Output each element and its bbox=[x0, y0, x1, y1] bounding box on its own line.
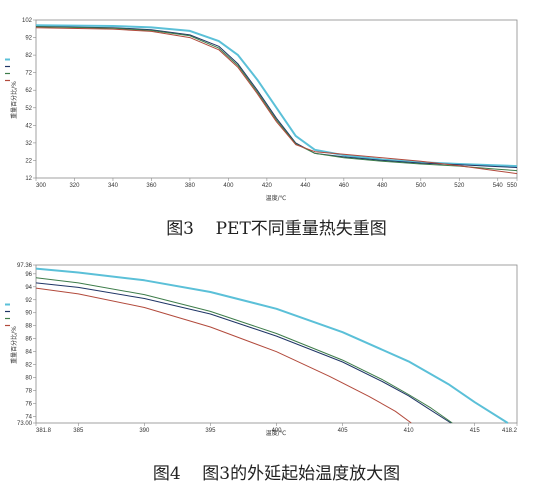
x-tick-label: 395 bbox=[205, 428, 216, 434]
y-tick-label: 62 bbox=[25, 88, 32, 94]
series-line-1 bbox=[35, 24, 518, 168]
x-tick-label: 418.2 bbox=[502, 428, 518, 434]
y-tick-label: 82 bbox=[25, 363, 32, 369]
y-tick-label: 80 bbox=[25, 376, 32, 382]
series-line-3 bbox=[35, 277, 453, 424]
y-tick-label: 22 bbox=[25, 158, 32, 164]
x-tick-label: 300 bbox=[36, 183, 47, 189]
x-axis-title: 温度/℃ bbox=[266, 429, 287, 437]
x-tick-label: 415 bbox=[470, 428, 481, 434]
y-tick-label: 88 bbox=[25, 324, 32, 330]
series-line-1 bbox=[35, 267, 509, 424]
y-tick-label: 73.00 bbox=[17, 421, 33, 427]
y-tick-label: 72 bbox=[25, 71, 32, 77]
x-tick-label: 500 bbox=[416, 183, 427, 189]
y-tick-label: 32 bbox=[25, 141, 32, 147]
x-tick-label: 405 bbox=[338, 428, 349, 434]
x-tick-label: 420 bbox=[262, 183, 273, 189]
series-line-3 bbox=[35, 26, 518, 172]
y-axis-title: 重量百分比/% bbox=[10, 326, 18, 364]
x-tick-label: 520 bbox=[454, 183, 465, 189]
y-tick-label: 92 bbox=[25, 298, 32, 304]
y-tick-label: 84 bbox=[25, 350, 32, 356]
y-tick-label: 97.36 bbox=[17, 263, 33, 269]
figure-caption-3: 图3 PET不同重量热失重图 bbox=[166, 219, 387, 239]
y-tick-label: 82 bbox=[25, 53, 32, 59]
y-tick-label: 96 bbox=[25, 272, 32, 278]
y-tick-label: 42 bbox=[25, 123, 32, 129]
x-tick-label: 390 bbox=[139, 428, 150, 434]
y-tick-label: 52 bbox=[25, 106, 32, 112]
x-tick-label: 540 bbox=[493, 183, 504, 189]
y-tick-label: 92 bbox=[25, 36, 32, 42]
series-line-2 bbox=[35, 26, 518, 168]
tga-chart: 102 92 82 72 62 52 42 32 22 12 300 320 340 360 380 400… bbox=[5, 18, 518, 202]
x-tick-label: 550 bbox=[507, 183, 518, 189]
x-tick-label: 381.8 bbox=[36, 428, 52, 434]
x-tick-label: 400 bbox=[223, 183, 234, 189]
x-tick-label: 410 bbox=[404, 428, 415, 434]
x-tick-label: 340 bbox=[108, 183, 119, 189]
y-tick-label: 74 bbox=[25, 415, 32, 421]
y-tick-label: 76 bbox=[25, 402, 32, 408]
series-line-4 bbox=[35, 27, 518, 175]
x-tick-label: 460 bbox=[339, 183, 350, 189]
x-tick-label: 380 bbox=[185, 183, 196, 189]
y-tick-label: 94 bbox=[25, 285, 32, 291]
figure-caption-4: 图4 图3的外延起始温度放大图 bbox=[152, 464, 401, 484]
y-axis-title: 重量百分比/% bbox=[10, 81, 18, 119]
plot-frame bbox=[35, 19, 518, 179]
x-tick-label: 385 bbox=[73, 428, 84, 434]
y-tick-label: 102 bbox=[22, 18, 33, 24]
x-tick-label: 480 bbox=[377, 183, 388, 189]
y-tick-label: 78 bbox=[25, 389, 32, 395]
plot-frame bbox=[35, 264, 518, 424]
x-tick-label: 320 bbox=[69, 183, 80, 189]
x-tick-label: 440 bbox=[300, 183, 311, 189]
x-axis-title: 温度/℃ bbox=[266, 194, 287, 202]
series-line-2 bbox=[35, 282, 452, 424]
x-tick-label: 360 bbox=[146, 183, 157, 189]
y-tick-label: 90 bbox=[25, 311, 32, 317]
series-line-4 bbox=[35, 287, 412, 424]
y-tick-label: 86 bbox=[25, 337, 32, 343]
x-tick-label: 400 bbox=[271, 428, 282, 434]
y-tick-label: 12 bbox=[25, 176, 32, 182]
